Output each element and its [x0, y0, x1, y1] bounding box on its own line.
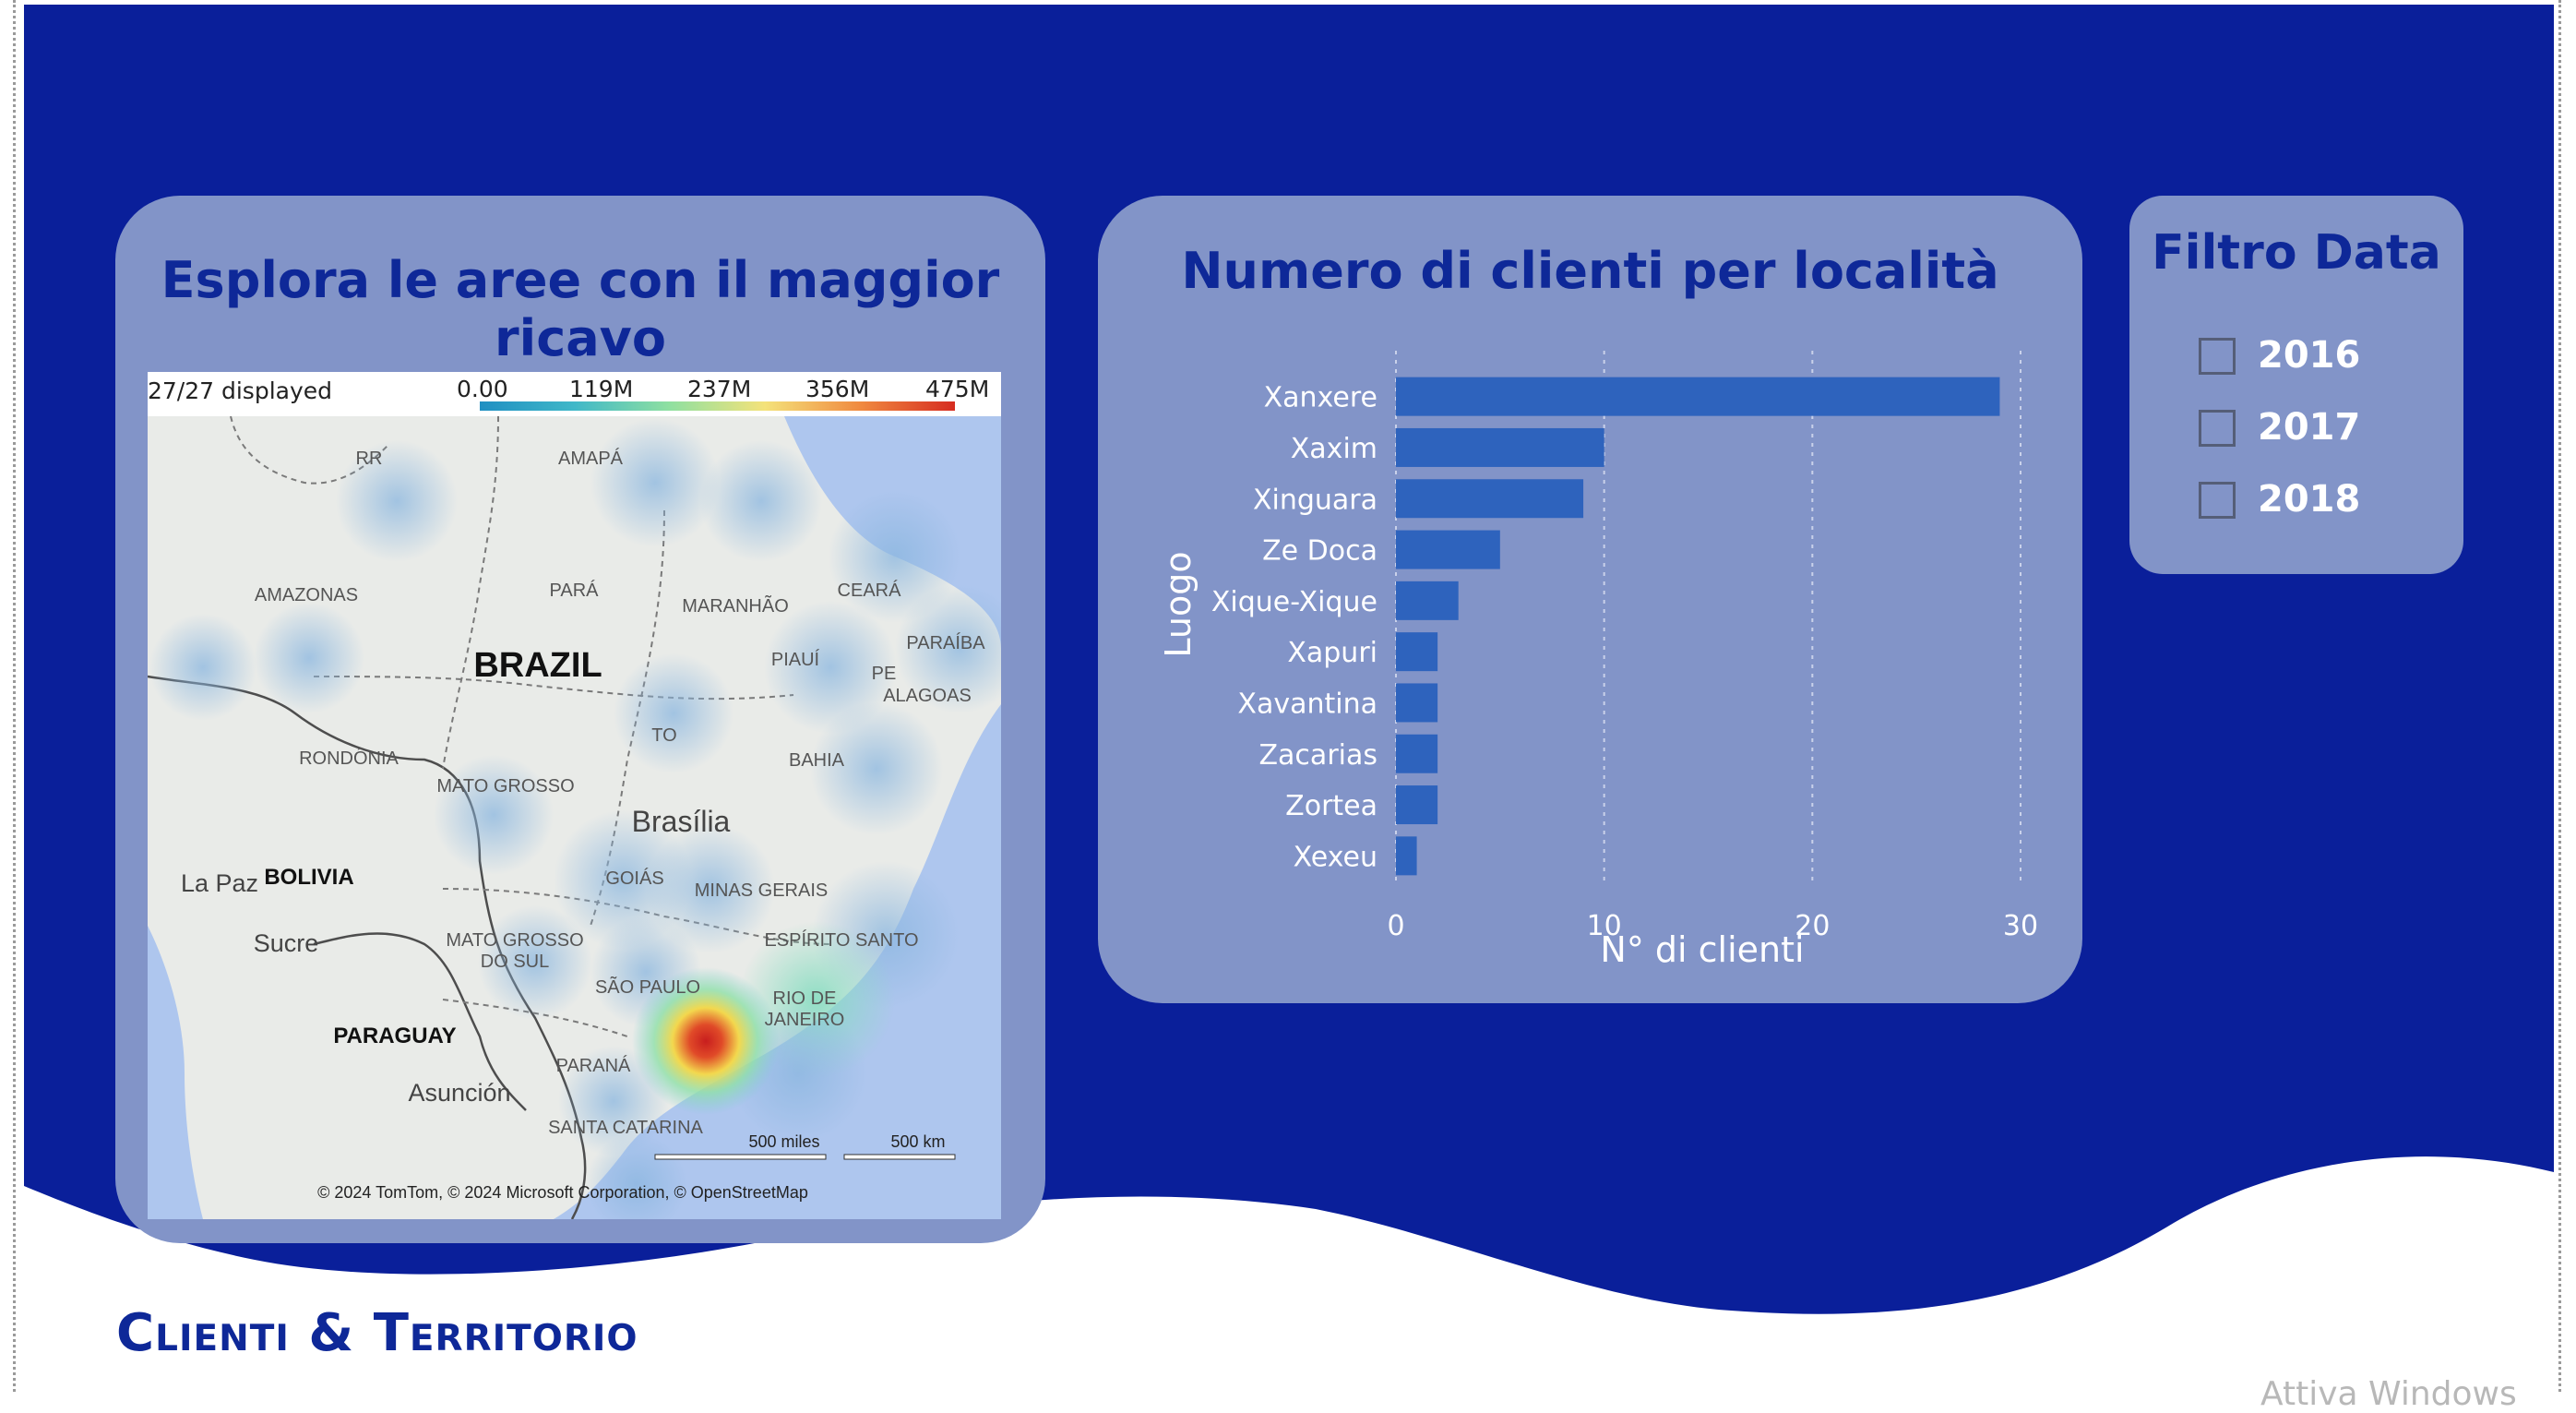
map-label-minas: MINAS GERAIS [695, 880, 828, 901]
map-scale-km: 500 km [890, 1132, 945, 1151]
report-title-part2: Territorio [373, 1303, 638, 1363]
bar[interactable] [1396, 785, 1438, 825]
bar[interactable] [1396, 683, 1438, 723]
map-label-rondonia: RONDÔNIA [299, 748, 399, 769]
filter-label-2017[interactable]: 2017 [2258, 406, 2361, 449]
map-label-piaui: PIAUÍ [771, 649, 820, 670]
legend-tick: 237M [687, 376, 752, 402]
bar[interactable] [1396, 632, 1438, 672]
filter-checkbox-2017[interactable] [2199, 410, 2236, 447]
map-label-paraguay: PARAGUAY [333, 1024, 456, 1048]
map-label-brasilia: Brasília [632, 805, 731, 838]
map-label-ceara: CEARÁ [838, 580, 902, 601]
map-label-espirito: ESPÍRITO SANTO [764, 929, 918, 951]
map-label-bahia: BAHIA [789, 750, 845, 771]
bar[interactable] [1396, 581, 1459, 620]
map-label-mato-grosso: MATO GROSSO [436, 776, 574, 796]
map-label-rr: RR [356, 449, 383, 469]
category-label: Zacarias [1259, 739, 1378, 772]
map-attribution[interactable]: © 2024 TomTom, © 2024 Microsoft Corporat… [317, 1183, 808, 1202]
map-scale-miles: 500 miles [748, 1132, 819, 1151]
report-title-part1: Clienti [116, 1303, 290, 1363]
map-canvas[interactable]: RR AMAPÁ AMAZONAS PARÁ MARANHÃO CEARÁ PI… [148, 372, 1001, 1219]
map-label-to: TO [651, 725, 676, 746]
bar[interactable] [1396, 836, 1417, 876]
legend-tick: 0.00 [457, 376, 508, 402]
category-label: Xavantina [1237, 688, 1377, 720]
map-label-bolivia: BOLIVIA [264, 865, 353, 890]
category-label: Xanxere [1264, 382, 1377, 414]
legend-tick: 356M [805, 376, 870, 402]
page-border [13, 0, 2561, 1392]
filter-checkbox-2018[interactable] [2199, 482, 2236, 519]
bar[interactable] [1396, 530, 1500, 569]
report-title: Clienti & Territorio [116, 1303, 638, 1363]
map-label-alagoas: ALAGOAS [883, 686, 972, 706]
filter-label-2018[interactable]: 2018 [2258, 478, 2361, 521]
legend-tick: 119M [569, 376, 634, 402]
map-label-ms2: DO SUL [481, 952, 549, 972]
y-axis-label: Luogo [1158, 551, 1199, 657]
legend-tick: 475M [925, 376, 990, 402]
windows-watermark: Attiva Windows [2260, 1375, 2517, 1413]
chart-card: Numero di clienti per località [1098, 196, 2082, 1003]
category-label: Ze Doca [1262, 535, 1377, 568]
map-label-pe: PE [872, 664, 897, 684]
map-label-amapa: AMAPÁ [558, 448, 624, 469]
bar[interactable] [1396, 479, 1584, 519]
x-tick-label: 20 [1795, 910, 1830, 942]
map-label-sucre: Sucre [254, 929, 319, 957]
map-label-santa-catarina: SANTA CATARINA [548, 1118, 703, 1138]
category-label: Xinguara [1253, 484, 1377, 516]
category-label: Xapuri [1287, 637, 1377, 669]
map-label-ms1: MATO GROSSO [446, 930, 583, 951]
category-label: Xique-Xique [1211, 586, 1377, 618]
map-label-amazonas: AMAZONAS [255, 585, 358, 605]
bar[interactable] [1396, 734, 1438, 773]
map-label-sao-paulo: SÃO PAULO [595, 976, 700, 998]
map-label-para: PARÁ [550, 580, 600, 601]
filter-label-2016[interactable]: 2016 [2258, 334, 2361, 377]
x-tick-label: 0 [1387, 910, 1404, 942]
map-card-title: Esplora le aree con il maggior ricavo [161, 251, 1000, 367]
map-scale: 500 miles 500 km [654, 1132, 956, 1160]
map-label-goias: GOIÁS [605, 868, 663, 889]
date-filter-title: Filtro Data [2152, 225, 2441, 281]
filter-checkbox-2016[interactable] [2199, 338, 2236, 375]
map-displayed-count: 27/27 displayed [148, 377, 333, 404]
category-label: Xaxim [1291, 433, 1377, 465]
date-filter-card: Filtro Data 2016 2017 2018 [2129, 196, 2463, 574]
map-label-paraiba: PARAÍBA [906, 632, 985, 653]
map-label-rio2: JANEIRO [765, 1010, 845, 1030]
x-tick-label: 10 [1587, 910, 1622, 942]
x-tick-label: 30 [2003, 910, 2038, 942]
report-title-amp: & [308, 1303, 355, 1363]
map-label-rio1: RIO DE [773, 988, 837, 1009]
legend-gradient-bar [480, 401, 955, 411]
bar[interactable] [1396, 427, 1604, 467]
map-label-maranhao: MARANHÃO [682, 594, 789, 617]
bar[interactable] [1396, 377, 2000, 416]
chart-title: Numero di clienti per località [1181, 242, 1999, 300]
category-label: Xexeu [1294, 841, 1377, 873]
map-label-parana: PARANÁ [556, 1055, 631, 1076]
category-label: Zortea [1285, 790, 1377, 822]
x-axis-label: N° di clienti [1600, 929, 1804, 970]
map-label-brazil: BRAZIL [473, 646, 602, 685]
map-label-asuncion: Asunción [408, 1079, 510, 1107]
clients-bar-chart[interactable]: Xanxere Xaxim Xinguara Ze Doca Xique-Xique Xa… [1098, 196, 2082, 1003]
map-label-la-paz: La Paz [181, 869, 258, 897]
revenue-heat-map[interactable]: RR AMAPÁ AMAZONAS PARÁ MARANHÃO CEARÁ PI… [148, 372, 1001, 1219]
map-legend-header: 27/27 displayed 0.00 119M 237M 356M 475M [148, 372, 1001, 416]
